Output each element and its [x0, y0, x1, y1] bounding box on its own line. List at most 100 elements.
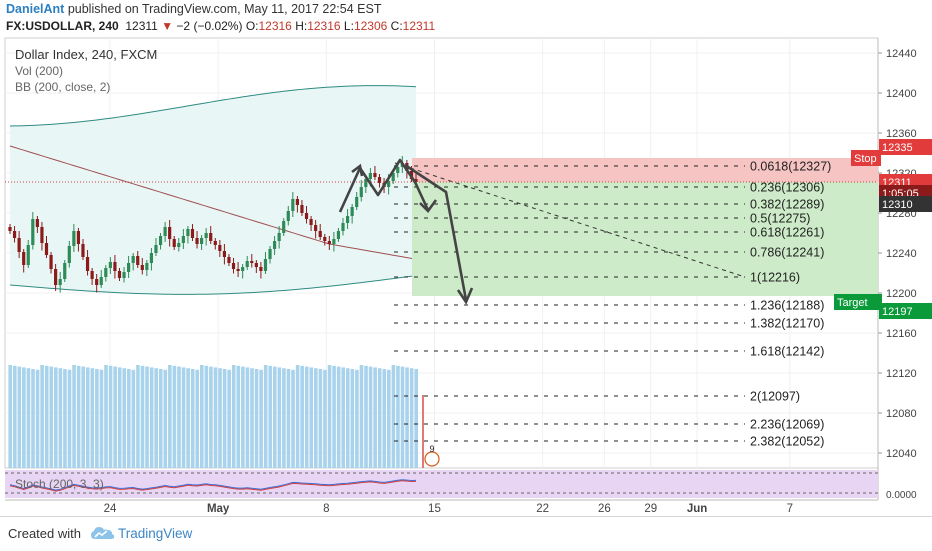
volume-bar	[168, 365, 172, 468]
volume-bar	[104, 365, 108, 468]
event-flag-icon	[424, 451, 440, 467]
candle-body	[108, 262, 112, 268]
price-tick-label: 12360	[886, 128, 917, 140]
candle-body	[204, 233, 208, 238]
time-tick-label: 8	[323, 503, 329, 515]
last-price: 12311	[125, 19, 158, 33]
price-tag	[879, 303, 932, 319]
candle-body	[227, 257, 231, 263]
price-change: −2 (−0.02%)	[176, 19, 243, 33]
event-count: 9	[429, 444, 434, 454]
candle-body	[172, 239, 176, 247]
volume-bar	[85, 367, 90, 468]
price-tick-label: 12080	[886, 408, 917, 420]
arrowhead-icon	[419, 199, 438, 213]
candle-body	[218, 245, 222, 251]
candle-body	[391, 173, 395, 181]
price-tag-label: 12335	[882, 142, 913, 154]
volume-bar	[327, 365, 332, 468]
candle-body	[241, 267, 245, 271]
volume-bar	[304, 366, 309, 468]
volume-bar	[40, 365, 44, 468]
volume-bar	[22, 367, 26, 468]
candle-body	[22, 252, 26, 265]
candle-body	[90, 271, 94, 279]
bollinger-fill	[10, 85, 416, 295]
stochastic-k-line	[9, 479, 417, 491]
bollinger-lower-band	[9, 275, 417, 295]
legend-volume[interactable]: Vol (200)	[15, 64, 64, 78]
candle-body	[222, 251, 227, 257]
candle-body	[72, 231, 76, 246]
candle-body	[277, 233, 281, 241]
candle-body	[345, 216, 350, 223]
candle-body	[168, 227, 172, 239]
fib-level-label: 0.786(12241)	[750, 246, 824, 260]
published-text: published on TradingView.com, May 11, 20…	[67, 2, 382, 16]
volume-bar	[199, 365, 204, 468]
price-tick-label: 12400	[886, 88, 917, 100]
volume-bar	[149, 367, 154, 468]
fib-trend-line	[394, 162, 746, 278]
candle-body	[323, 237, 327, 241]
candle-body	[54, 269, 58, 285]
candle-body	[213, 241, 217, 245]
candle-body	[40, 227, 44, 243]
volume-bar	[67, 369, 72, 468]
candle-body	[245, 261, 249, 267]
candle-body	[291, 199, 295, 211]
candle-body	[263, 259, 268, 271]
candle-body	[282, 221, 286, 233]
volume-bar	[204, 365, 209, 468]
volume-bar	[405, 367, 409, 468]
volume-bar	[323, 369, 327, 468]
low-label: L:	[343, 19, 354, 33]
candle-body	[49, 255, 53, 269]
volume-bar	[309, 367, 314, 468]
candle-body	[99, 277, 103, 285]
volume-bar	[158, 369, 163, 468]
volume-bar	[373, 367, 377, 468]
volume-bar	[336, 366, 341, 468]
candle-body	[163, 227, 167, 236]
candle-body	[140, 265, 144, 270]
volume-bar	[272, 366, 277, 468]
volume-bar	[227, 369, 231, 468]
volume-bar	[332, 365, 336, 468]
candle-body	[127, 263, 131, 272]
volume-bar	[54, 367, 58, 468]
candle-body	[259, 267, 263, 271]
candle-body	[318, 231, 322, 237]
volume-bar	[368, 366, 373, 468]
legend-stochastic[interactable]: Stoch (200, 3, 3)	[15, 477, 104, 491]
volume-bar	[282, 368, 286, 468]
high-label: H:	[295, 19, 308, 33]
legend-title[interactable]: Dollar Index, 240, FXCM	[15, 47, 158, 62]
created-with-label: Created with	[8, 526, 81, 541]
fib-level-label: 1.236(12188)	[750, 299, 824, 313]
volume-bar	[218, 368, 222, 468]
candle-body	[341, 223, 345, 231]
price-chart[interactable]: 0.0618(12327) 0.236(12306) 0.382(12289)0.5…	[0, 0, 932, 516]
price-tick-label: 12160	[886, 328, 917, 340]
fib-level-label: 0.382(12289)	[750, 198, 824, 212]
volume-bar	[163, 369, 168, 468]
price-tag-label: Stop	[854, 153, 877, 165]
stochastic-axis-label: 0.0000	[886, 490, 917, 501]
volume-bar	[31, 369, 35, 468]
volume-bar	[76, 365, 81, 468]
tradingview-brand[interactable]: TradingView	[118, 526, 193, 541]
candle-body	[231, 263, 236, 269]
legend-bollinger[interactable]: BB (200, close, 2)	[15, 80, 111, 94]
candle-body	[387, 181, 391, 187]
candle-body	[327, 241, 331, 244]
volume-bar	[241, 366, 245, 468]
author-name[interactable]: DanielAnt	[6, 2, 65, 16]
fib-level-label: 0.5(12275)	[750, 212, 810, 226]
volume-bar	[17, 366, 22, 468]
arrowhead-icon	[456, 287, 474, 305]
projection-target-arrow	[404, 163, 468, 301]
volume-bar	[95, 369, 99, 468]
volume-bar	[26, 368, 31, 468]
candle-body	[136, 256, 140, 265]
